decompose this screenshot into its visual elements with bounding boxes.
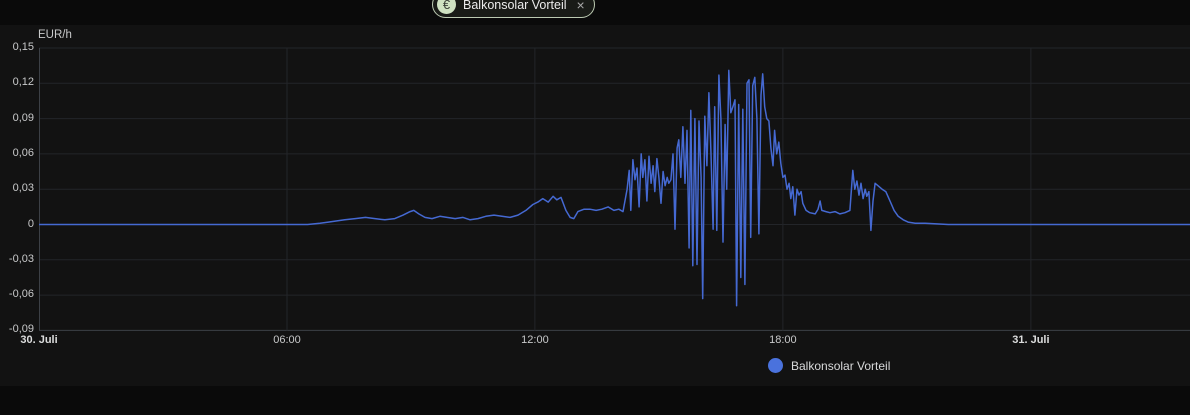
y-tick-label: 0,03 [12, 182, 34, 195]
close-icon[interactable]: × [576, 0, 585, 13]
x-tick-label: 18:00 [769, 334, 797, 346]
y-tick-label: 0,09 [12, 111, 34, 124]
legend[interactable]: Balkonsolar Vorteil [768, 358, 890, 373]
y-tick-label: 0,12 [12, 76, 34, 89]
y-tick-label: -0,03 [8, 252, 34, 265]
x-tick-label: 06:00 [273, 334, 301, 346]
filter-chip-bar: € Balkonsolar Vorteil × [0, 0, 1190, 25]
y-tick-label: 0,15 [12, 41, 34, 53]
y-tick-label: -0,06 [8, 288, 34, 301]
y-tick-label: 0,06 [12, 146, 34, 159]
x-tick-label: 12:00 [521, 334, 549, 346]
y-tick-label: 0 [27, 217, 34, 230]
series-chip-label: Balkonsolar Vorteil [463, 0, 567, 12]
x-tick-label: 30. Juli [20, 334, 58, 346]
series-filter-chip[interactable]: € Balkonsolar Vorteil × [432, 0, 595, 18]
plot-area[interactable] [39, 45, 1190, 331]
y-tick-label: -0,09 [8, 323, 34, 336]
x-tick-label: 31. Juli [1012, 334, 1050, 346]
y-axis-unit-label: EUR/h [38, 29, 72, 41]
legend-series-dot[interactable] [768, 358, 783, 373]
legend-series-label[interactable]: Balkonsolar Vorteil [791, 358, 891, 373]
panel-background [0, 25, 1190, 386]
series-line[interactable] [39, 69, 1190, 307]
euro-icon: € [437, 0, 456, 14]
